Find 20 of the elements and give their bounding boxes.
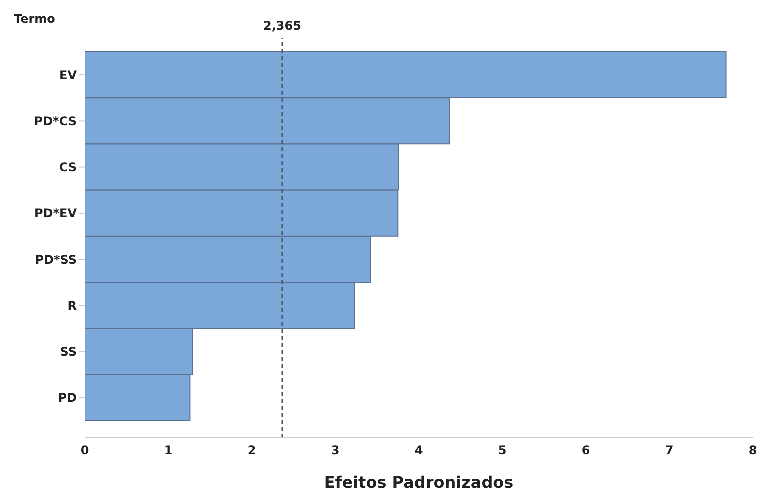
x-tick-label: 2 <box>248 444 256 458</box>
x-tick-label: 0 <box>80 444 90 458</box>
y-tick-label: R <box>68 298 77 313</box>
y-tick-label: SS <box>60 345 77 360</box>
x-tick-label: 4 <box>414 444 424 458</box>
y-tick-label: PD*EV <box>34 206 78 221</box>
x-tick-label: 8 <box>748 444 758 458</box>
y-tick-label: PD <box>58 391 78 406</box>
y-axis-title: Termo <box>14 12 56 26</box>
y-tick-label: CS <box>59 160 77 175</box>
x-tick-label: 6 <box>582 444 590 458</box>
x-tick-label: 7 <box>665 444 674 458</box>
y-tick-label: PD*SS <box>35 252 77 267</box>
y-tick-label: EV <box>60 68 78 82</box>
x-tick-label: 3 <box>331 444 340 458</box>
x-tick-label: 1 <box>164 444 173 458</box>
ref-line-label: 2,365 <box>263 19 302 33</box>
y-tick-label: PD*CS <box>34 114 77 128</box>
x-axis-title: Efeitos Padronizados <box>324 473 514 492</box>
x-tick-label: 5 <box>498 444 507 458</box>
